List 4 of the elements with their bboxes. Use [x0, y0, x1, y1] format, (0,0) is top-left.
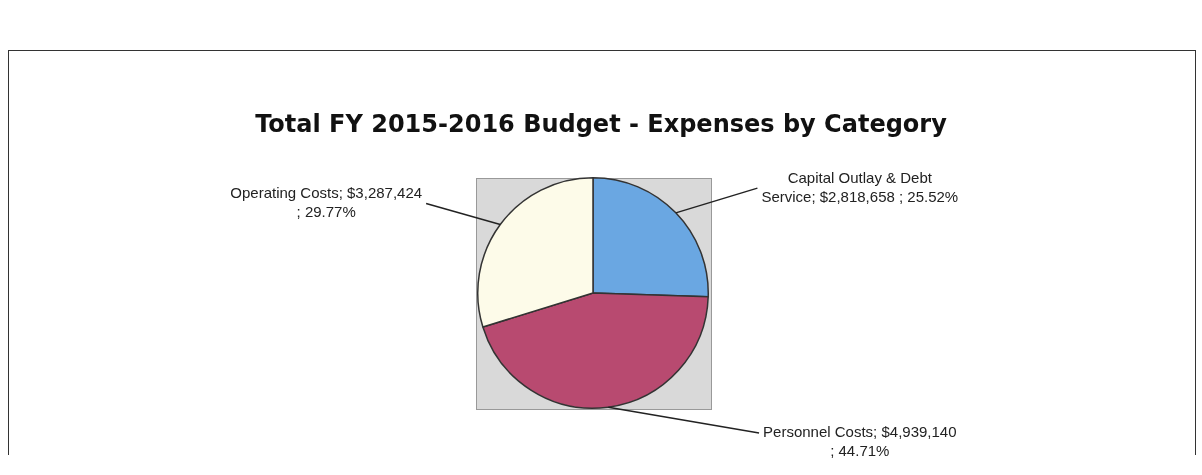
chart-title: Total FY 2015-2016 Budget - Expenses by Category [254, 110, 948, 138]
slice-label: Operating Costs; $3,287,424 ; 29.77% [230, 184, 423, 221]
slice-label: Personnel Costs; $4,939,140 ; 44.71% [763, 423, 957, 460]
slice-label: Capital Outlay & Debt Service; $2,818,658 ; 25.52% [761, 168, 959, 205]
